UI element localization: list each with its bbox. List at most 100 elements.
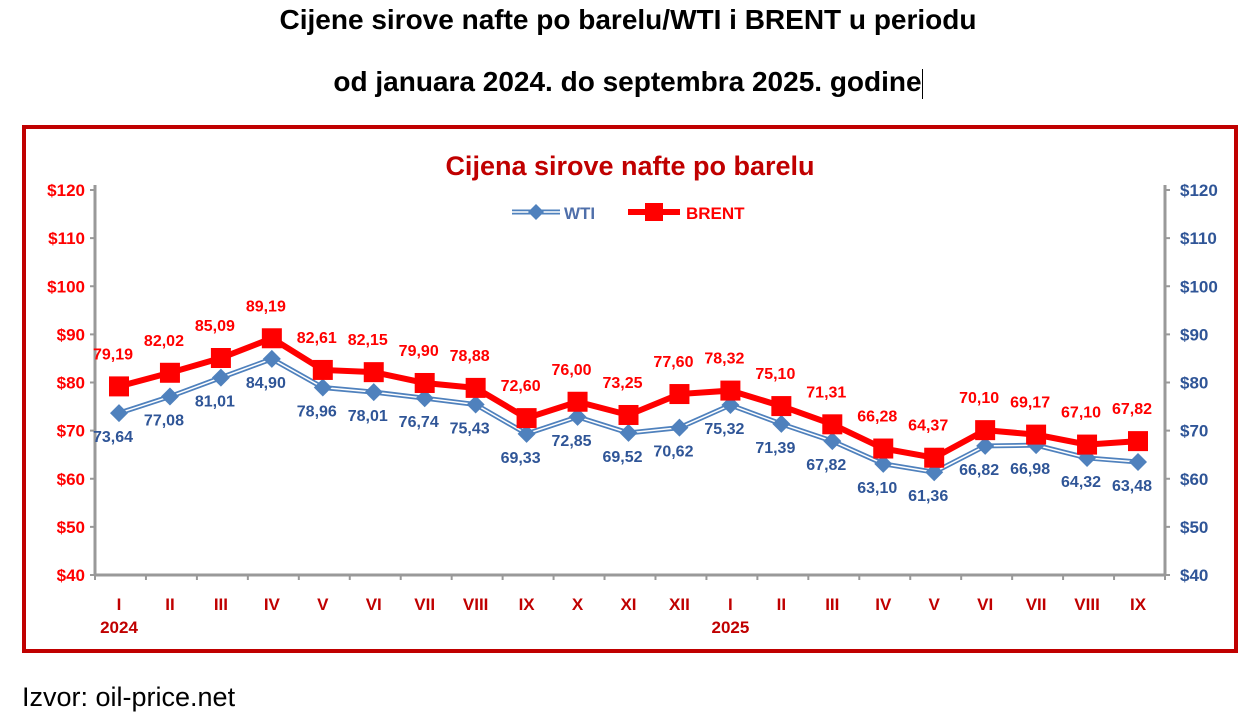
- wti-data-label: 77,08: [144, 413, 184, 430]
- brent-data-label: 67,10: [1061, 405, 1101, 422]
- brent-point: [822, 414, 843, 435]
- brent-data-label: 82,15: [348, 332, 388, 349]
- brent-data-label: 70,10: [959, 390, 999, 407]
- wti-data-label: 81,01: [195, 394, 235, 411]
- x-tick-label: II: [165, 595, 174, 614]
- y-tick-label-right: $80: [1180, 374, 1208, 393]
- brent-data-label: 82,61: [297, 330, 337, 347]
- legend-wti-marker: [528, 204, 544, 220]
- legend-brent-marker: [645, 203, 663, 221]
- brent-data-label: 76,00: [552, 362, 592, 379]
- wti-point: [823, 432, 842, 451]
- x-tick-label: VI: [366, 595, 382, 614]
- brent-point: [465, 377, 486, 398]
- year-label: 2025: [711, 618, 749, 637]
- x-tick-label: III: [214, 595, 228, 614]
- x-tick-label: IV: [264, 595, 281, 614]
- y-tick-label-left: $110: [48, 229, 85, 248]
- x-tick-label: IX: [1130, 595, 1147, 614]
- wti-data-label: 84,90: [246, 375, 286, 392]
- wti-data-label: 67,82: [806, 457, 846, 474]
- wti-point: [313, 378, 332, 397]
- brent-point: [1026, 424, 1047, 445]
- y-tick-label-left: $80: [57, 374, 85, 393]
- y-tick-label-left: $50: [57, 518, 85, 537]
- wti-data-label: 78,96: [297, 404, 337, 421]
- y-tick-label-left: $60: [57, 470, 85, 489]
- y-tick-label-right: $100: [1180, 277, 1218, 296]
- brent-data-label: 78,32: [704, 351, 744, 368]
- y-tick-label-right: $60: [1180, 470, 1208, 489]
- y-tick-label-left: $90: [57, 325, 85, 344]
- y-tick-label-left: $100: [47, 277, 85, 296]
- wti-point: [262, 349, 281, 368]
- brent-data-label: 67,82: [1112, 401, 1152, 418]
- year-label: 2024: [100, 618, 138, 637]
- document-title-line2-text: od januara 2024. do septembra 2025. godi…: [333, 66, 922, 97]
- brent-data-label: 77,60: [653, 354, 693, 371]
- brent-data-label: 72,60: [501, 378, 541, 395]
- brent-point: [1077, 434, 1098, 455]
- brent-point: [618, 404, 639, 425]
- brent-point: [771, 396, 792, 417]
- x-tick-label: IX: [519, 595, 536, 614]
- wti-data-label: 72,85: [552, 433, 592, 450]
- wti-point: [619, 423, 638, 442]
- wti-data-label: 66,98: [1010, 461, 1050, 478]
- brent-point: [363, 362, 384, 383]
- brent-data-label: 69,17: [1010, 395, 1050, 412]
- wti-point: [517, 424, 536, 443]
- brent-data-label: 66,28: [857, 409, 897, 426]
- chart-frame: [22, 125, 1238, 653]
- brent-point: [516, 408, 537, 429]
- wti-point: [364, 383, 383, 402]
- wti-data-label: 69,33: [501, 450, 541, 467]
- y-tick-label-left: $120: [47, 181, 85, 200]
- y-tick-label-right: $90: [1180, 325, 1208, 344]
- wti-point: [466, 395, 485, 414]
- document-title-line1: Cijene sirove nafte po barelu/WTI i BREN…: [279, 4, 977, 35]
- wti-data-label: 70,62: [653, 444, 693, 461]
- wti-point: [772, 414, 791, 433]
- wti-data-label: 76,74: [399, 414, 439, 431]
- y-tick-label-right: $50: [1180, 518, 1208, 537]
- brent-point: [414, 372, 435, 393]
- x-tick-label: X: [572, 595, 584, 614]
- brent-point: [312, 359, 333, 380]
- brent-point: [669, 384, 690, 405]
- x-tick-label: XII: [669, 595, 690, 614]
- brent-point: [567, 391, 588, 412]
- x-tick-label: II: [777, 595, 786, 614]
- wti-data-label: 73,64: [93, 429, 133, 446]
- wti-data-label: 66,82: [959, 462, 999, 479]
- x-tick-label: I: [728, 595, 733, 614]
- y-tick-label-left: $40: [57, 566, 85, 585]
- y-tick-label-left: $70: [57, 422, 85, 441]
- brent-data-label: 79,19: [93, 346, 133, 363]
- x-tick-label: III: [825, 595, 839, 614]
- wti-point: [1129, 453, 1147, 472]
- document-title-line2: od januara 2024. do septembra 2025. godi…: [0, 66, 1256, 99]
- wti-data-label: 63,10: [857, 480, 897, 497]
- x-tick-label: VI: [977, 595, 993, 614]
- brent-point: [159, 362, 180, 383]
- brent-data-label: 85,09: [195, 318, 235, 335]
- y-tick-label-right: $110: [1180, 229, 1217, 248]
- brent-data-label: 73,25: [602, 375, 642, 392]
- legend-wti-label: WTI: [564, 204, 595, 223]
- brent-point: [210, 348, 231, 369]
- x-tick-label: V: [929, 595, 941, 614]
- wti-point: [415, 389, 434, 408]
- wti-point: [211, 368, 230, 387]
- brent-data-label: 82,02: [144, 333, 184, 350]
- y-tick-label-right: $40: [1180, 566, 1208, 585]
- brent-data-label: 89,19: [246, 298, 286, 315]
- brent-point: [720, 380, 741, 401]
- brent-data-label: 75,10: [755, 366, 795, 383]
- legend-brent-label: BRENT: [686, 204, 745, 223]
- wti-point: [110, 404, 128, 423]
- wti-data-label: 69,52: [602, 449, 642, 466]
- text-cursor: [921, 68, 923, 99]
- wti-point: [670, 418, 689, 437]
